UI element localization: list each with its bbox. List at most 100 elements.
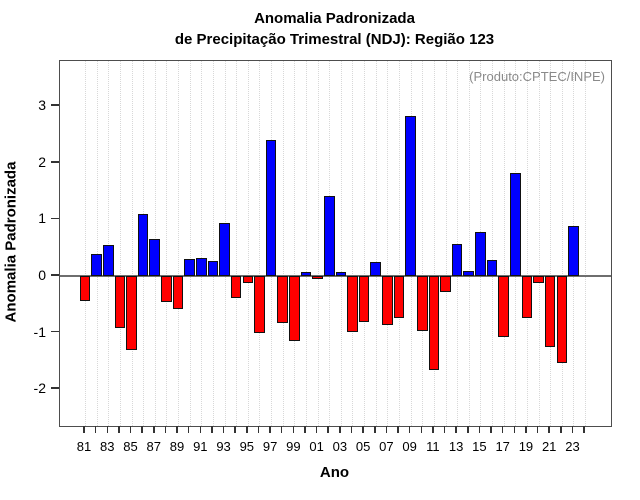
- x-tick: [211, 426, 213, 433]
- bar-19: [521, 276, 533, 318]
- bar-03: [335, 272, 347, 276]
- x-tick: [234, 426, 236, 433]
- gridline: [178, 61, 180, 426]
- x-tick: [257, 426, 260, 433]
- x-tick-label: 95: [239, 439, 255, 454]
- bar-92: [207, 260, 219, 276]
- x-tick-label: 89: [169, 439, 185, 454]
- bar-21: [544, 276, 556, 348]
- gridline: [492, 61, 494, 426]
- x-tick: [269, 426, 271, 433]
- bar-20: [533, 276, 544, 284]
- x-tick: [339, 426, 341, 433]
- x-tick: [536, 426, 539, 433]
- y-tick-label: 0: [38, 267, 46, 283]
- plot-area: (Produto:CPTEC/INPE): [59, 60, 612, 427]
- chart-title: Anomalia Padronizada de Precipitação Tri…: [59, 8, 610, 50]
- gridline: [108, 61, 110, 426]
- x-tick: [571, 426, 574, 433]
- gridline: [457, 61, 459, 426]
- chart-title-line2: de Precipitação Trimestral (NDJ): Região…: [174, 31, 495, 48]
- bar-96: [254, 276, 265, 334]
- bar-85: [126, 276, 137, 350]
- x-tick: [141, 426, 143, 433]
- gridline: [399, 61, 400, 426]
- chart-title-line1: Anomalia Padronizada: [254, 10, 415, 27]
- gridline: [317, 61, 319, 426]
- bar-94: [230, 276, 242, 299]
- gridline: [503, 61, 505, 426]
- bar-89: [172, 276, 184, 309]
- x-tick-label: 97: [262, 439, 278, 454]
- x-tick: [490, 426, 492, 433]
- gridline: [236, 61, 238, 426]
- x-tick-label: 15: [472, 439, 487, 454]
- bar-91: [196, 257, 207, 276]
- gridline: [85, 61, 86, 426]
- x-tick-label: 01: [309, 439, 324, 454]
- y-tick: [51, 274, 59, 276]
- x-tick: [292, 426, 295, 433]
- bar-86: [137, 213, 149, 276]
- gridline: [131, 61, 133, 426]
- bar-97: [265, 139, 277, 276]
- bar-93: [219, 223, 230, 276]
- x-tick: [362, 426, 364, 433]
- x-tick: [304, 426, 306, 433]
- x-tick: [513, 426, 516, 433]
- x-tick: [501, 426, 504, 433]
- x-tick: [397, 426, 399, 433]
- x-tick: [199, 426, 202, 433]
- gridline: [387, 61, 389, 426]
- x-tick: [548, 426, 550, 433]
- gridline: [247, 61, 249, 426]
- y-tick: [51, 387, 59, 389]
- x-tick-label: 17: [495, 439, 510, 454]
- x-tick: [106, 426, 108, 433]
- gridline: [352, 61, 354, 426]
- x-tick: [374, 426, 376, 433]
- gridline: [561, 61, 563, 426]
- gridline: [305, 61, 307, 426]
- gridline: [375, 61, 377, 426]
- y-tick: [51, 217, 59, 220]
- bar-09: [405, 116, 416, 276]
- x-tick: [315, 426, 318, 433]
- bar-00: [300, 272, 312, 276]
- y-tick: [51, 104, 59, 106]
- x-tick: [467, 426, 469, 433]
- bar-12: [440, 276, 451, 292]
- x-tick-label: 13: [448, 439, 464, 454]
- x-tick: [560, 426, 562, 433]
- gridline: [585, 61, 587, 426]
- x-tick-label: 93: [216, 439, 231, 454]
- x-tick: [176, 426, 178, 433]
- x-tick-label: 09: [402, 439, 417, 454]
- gridline: [433, 61, 435, 426]
- bar-99: [289, 276, 300, 341]
- x-tick: [246, 426, 248, 433]
- bar-22: [556, 276, 568, 363]
- x-tick: [432, 426, 434, 433]
- x-tick: [94, 426, 97, 433]
- bar-04: [347, 276, 358, 333]
- x-tick-label: 11: [426, 439, 440, 454]
- gridline: [201, 61, 203, 426]
- bar-81: [79, 276, 91, 302]
- x-tick: [129, 426, 132, 433]
- x-tick-label: 19: [518, 439, 534, 454]
- gridline: [96, 61, 98, 426]
- gridline: [422, 61, 424, 426]
- y-tick-label: -1: [33, 323, 46, 340]
- gridline: [445, 61, 447, 426]
- bar-11: [428, 276, 440, 370]
- x-tick: [187, 426, 190, 433]
- x-tick: [408, 426, 411, 433]
- bar-16: [486, 259, 498, 276]
- y-tick: [51, 330, 59, 333]
- x-tick-label: 85: [123, 439, 138, 454]
- y-axis: 3 2 1 0 -1 -2: [0, 60, 59, 425]
- bar-83: [102, 244, 114, 276]
- x-tick-label: 05: [355, 439, 371, 454]
